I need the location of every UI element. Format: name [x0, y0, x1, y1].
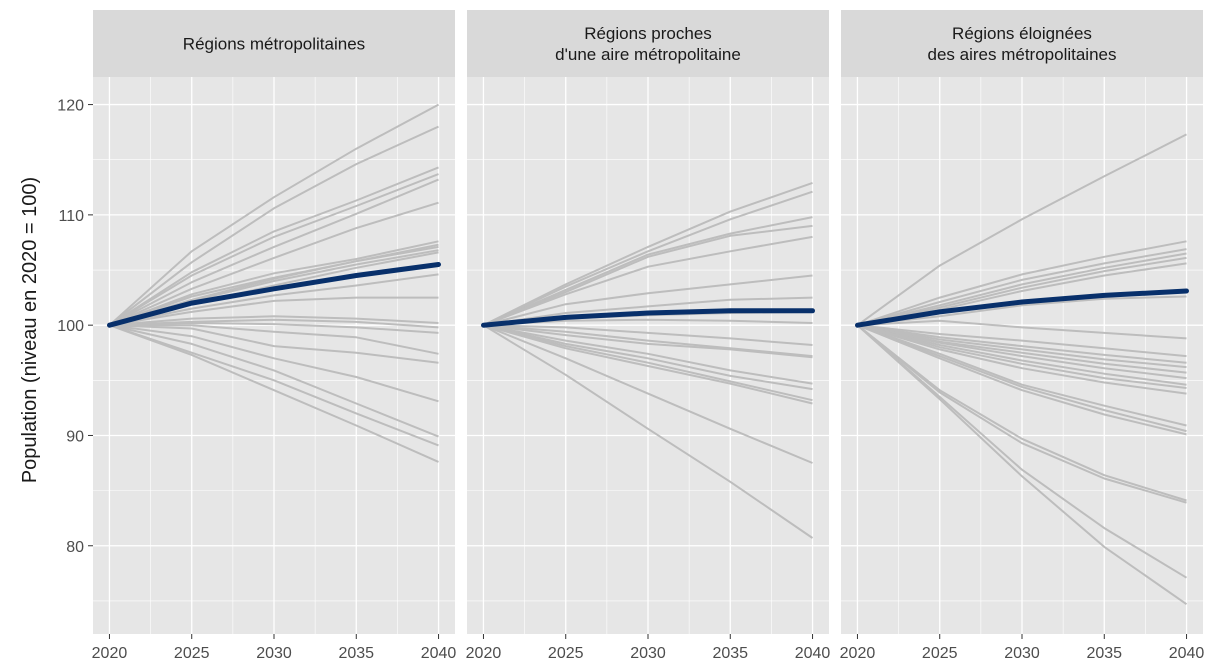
- y-tick-label: 100: [57, 318, 84, 335]
- region-series-line: [857, 324, 1187, 436]
- x-tick-label: 2020: [466, 645, 502, 662]
- panels: Régions métropolitaines 2020 2025 2030 2035 2…: [57, 10, 1204, 662]
- x-tick-label: 2030: [630, 645, 666, 662]
- y-tick-label: 90: [66, 428, 84, 445]
- strip-background: [467, 10, 829, 77]
- strip-background: [93, 10, 455, 77]
- region-series-line: [483, 235, 813, 327]
- region-series-line: [483, 216, 813, 327]
- y-tick-label: 110: [58, 208, 84, 225]
- region-series-line: [483, 324, 813, 405]
- x-tick-label: 2040: [1169, 645, 1205, 662]
- average-series-line: [481, 308, 815, 328]
- region-series-line: [108, 173, 439, 327]
- region-series-line: [857, 256, 1187, 327]
- panel-title-line: d'une aire métropolitaine: [555, 45, 741, 64]
- x-tick-label: 2020: [92, 645, 128, 662]
- region-series-line: [857, 324, 1187, 358]
- region-series-line: [109, 324, 439, 403]
- region-series-line: [108, 125, 439, 326]
- x-tick-label: 2035: [338, 645, 374, 662]
- average-series-line: [107, 262, 441, 328]
- y-tick-label: 120: [57, 98, 84, 115]
- region-series-line: [483, 324, 813, 402]
- region-series-line: [109, 178, 439, 327]
- region-series-line: [109, 324, 439, 447]
- region-series-line: [483, 324, 813, 391]
- region-series-line: [857, 324, 1187, 369]
- region-series-line: [108, 103, 439, 326]
- x-tick-label: 2030: [1004, 645, 1040, 662]
- region-series-line: [109, 324, 439, 364]
- x-tick-label: 2035: [712, 645, 748, 662]
- y-tick-label: 80: [66, 539, 84, 556]
- region-series-line: [857, 295, 1187, 327]
- y-axis-title: Population (niveau en 2020 = 100): [19, 177, 41, 483]
- region-series-line: [857, 324, 1187, 389]
- panel-3: Régions éloignées des aires métropolitain…: [840, 10, 1205, 662]
- strip-background: [841, 10, 1203, 77]
- panel-1: Régions métropolitaines 2020 2025 2030 2035 2…: [57, 10, 456, 662]
- region-series-line: [857, 324, 1187, 380]
- region-series-line: [109, 315, 439, 327]
- x-tick-label: 2020: [840, 645, 876, 662]
- region-series-line: [483, 324, 813, 385]
- region-series-line: [483, 224, 813, 327]
- panel-title-line: Régions éloignées: [952, 24, 1092, 43]
- x-tick-label: 2025: [548, 645, 584, 662]
- panel-2: Régions proches d'une aire métropolitaine…: [466, 10, 831, 662]
- x-tick-label: 2025: [922, 645, 958, 662]
- region-series-line: [856, 324, 1188, 579]
- region-series-line: [483, 324, 813, 464]
- region-series-line: [856, 324, 1187, 504]
- panel-title-line: Régions métropolitaines: [183, 35, 365, 54]
- region-series-line: [109, 322, 439, 334]
- x-tick-label: 2030: [256, 645, 292, 662]
- region-series-line: [109, 201, 439, 327]
- region-series-line: [857, 324, 1187, 395]
- region-series-line: [857, 248, 1187, 327]
- region-series-line: [483, 274, 813, 327]
- region-series-line: [856, 133, 1187, 327]
- region-series-line: [857, 240, 1187, 327]
- region-series-line: [483, 296, 813, 327]
- region-series-line: [857, 319, 1187, 340]
- region-series-line: [857, 252, 1187, 327]
- x-tick-label: 2035: [1086, 645, 1122, 662]
- x-tick-label: 2040: [421, 645, 457, 662]
- region-series-line: [857, 324, 1187, 386]
- x-tick-label: 2025: [174, 645, 210, 662]
- region-series-line: [109, 296, 439, 327]
- region-series-line: [109, 273, 439, 327]
- region-series-line: [483, 324, 813, 358]
- region-series-line: [108, 166, 439, 327]
- region-series-line: [109, 324, 439, 463]
- region-series-line: [857, 324, 1187, 427]
- region-series-line: [857, 324, 1187, 433]
- region-series-line: [856, 324, 1187, 502]
- region-series-line: [483, 181, 813, 327]
- x-tick-label: 2040: [795, 645, 831, 662]
- region-series-line: [483, 324, 813, 359]
- region-series-line: [856, 324, 1188, 606]
- panel-title-line: des aires métropolitaines: [928, 45, 1117, 64]
- region-series-line: [857, 324, 1187, 364]
- region-series-line: [483, 190, 813, 327]
- region-series-line: [109, 240, 439, 327]
- region-series-line: [109, 324, 439, 438]
- region-series-line: [482, 324, 814, 539]
- average-series-line: [855, 288, 1189, 328]
- region-series-line: [109, 324, 439, 355]
- panel-title-line: Régions proches: [584, 24, 712, 43]
- region-series-line: [483, 324, 813, 346]
